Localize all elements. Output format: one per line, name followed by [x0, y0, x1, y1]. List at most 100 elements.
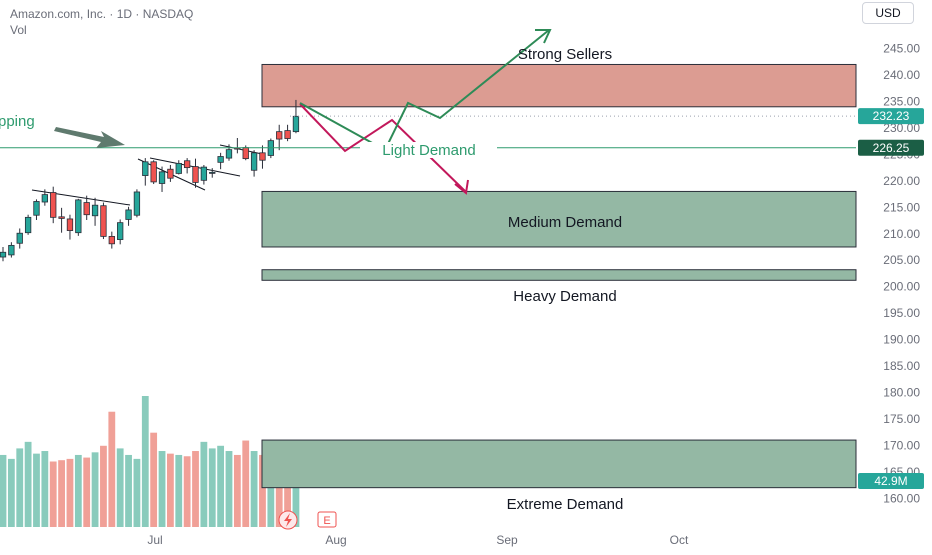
volume-bar: [275, 464, 283, 527]
symbol-title: Amazon.com, Inc. · 1D · NASDAQ: [10, 7, 194, 21]
candle-body: [8, 244, 15, 256]
candles: [0, 99, 300, 262]
price-tick-label: 220.00: [883, 174, 920, 188]
price-tick-label: 180.00: [883, 385, 920, 399]
price-tick-label: 175.00: [883, 412, 920, 426]
price-tick-label: 195.00: [883, 306, 920, 320]
volume-bar: [141, 396, 149, 527]
volume-bar: [284, 471, 291, 527]
volume-bar: [200, 441, 208, 527]
volume-bar: [108, 411, 116, 527]
candle-body: [117, 222, 124, 240]
zone-labels: Strong Sellers Medium Demand Heavy Demand E…: [0, 46, 623, 513]
candle-body: [167, 168, 174, 179]
zone-sellers-box: [261, 63, 857, 108]
candle-body: [276, 131, 283, 140]
price-tick-label: 215.00: [883, 200, 920, 214]
zone-label: Medium Demand: [508, 214, 622, 231]
volume-bar: [66, 458, 74, 527]
event-markers[interactable]: E: [278, 510, 337, 530]
volume-bar: [0, 454, 7, 527]
price-badge: 232.23: [873, 109, 910, 123]
candle-body: [0, 251, 7, 258]
candle-body: [225, 149, 233, 159]
volume-bar: [49, 461, 57, 527]
candle-body: [75, 199, 82, 234]
volume-bar: [150, 432, 158, 527]
candle-body: [250, 152, 258, 171]
zone-label: Extreme Demand: [507, 496, 624, 513]
volume-bar: [41, 451, 49, 527]
price-badge: 42.9M: [874, 474, 907, 488]
price-tick-label: 240.00: [883, 68, 920, 82]
candle-body: [58, 216, 65, 219]
volume-bar: [125, 454, 132, 527]
trend-line: [31, 189, 131, 206]
candle-body: [150, 161, 157, 183]
price-badge-bg: [858, 473, 924, 489]
volume-bar: [116, 448, 124, 527]
candle-body: [66, 218, 74, 231]
currency-button[interactable]: USD: [862, 2, 914, 24]
volume-bar: [24, 441, 32, 527]
candle-body: [33, 201, 40, 216]
candle-body: [83, 202, 90, 216]
candle-body: [158, 171, 166, 184]
candle-body: [217, 156, 224, 163]
volume-bar: [133, 458, 141, 527]
time-tick-label: Oct: [670, 533, 689, 547]
bullish-arrowhead: [535, 29, 552, 44]
price-tick-label: 200.00: [883, 280, 920, 294]
earnings-marker-label: E: [323, 515, 330, 527]
bearish-arrowhead: [454, 179, 469, 195]
volume-bar: [7, 458, 15, 527]
zone-demand-box: [261, 190, 857, 248]
zone-demand-box: [261, 269, 857, 281]
candle-body: [133, 191, 141, 216]
price-badge-bg: [858, 108, 924, 125]
candle-body: [175, 162, 182, 174]
price-tick-label: 170.00: [883, 438, 920, 452]
candle-body: [183, 160, 191, 169]
time-tick-label: Sep: [496, 533, 518, 547]
price-tick-label: 235.00: [883, 95, 920, 109]
candle-body: [125, 209, 132, 220]
candle-body: [100, 205, 107, 237]
volume-bar: [208, 448, 216, 527]
volume-bar: [250, 451, 258, 527]
candle-body: [108, 235, 115, 245]
callout-arrow: [54, 127, 125, 148]
candle-body: [142, 161, 149, 176]
levels: [0, 115, 856, 149]
zones: [261, 63, 857, 489]
volume-bar: [175, 454, 183, 527]
light-demand-label: Light Demand: [382, 142, 475, 159]
time-tick-label: Jul: [147, 533, 162, 547]
volume-bar: [158, 451, 166, 527]
volume-bar: [242, 440, 250, 527]
zone-demand-box: [261, 439, 857, 489]
candle-body: [24, 216, 32, 234]
zone-label: Heavy Demand: [513, 288, 616, 305]
candle-body: [192, 166, 199, 183]
candle-body: [50, 192, 57, 218]
time-tick-label: Aug: [325, 533, 346, 547]
candle-body: [41, 194, 48, 203]
price-tick-label: 190.00: [883, 333, 920, 347]
earnings-marker[interactable]: [317, 511, 337, 528]
zone-label: Strong Sellers: [518, 46, 612, 63]
volume-bars: [0, 396, 300, 527]
volume-bar: [167, 453, 174, 527]
price-tick-label: 160.00: [883, 491, 920, 505]
candle-body: [284, 130, 291, 139]
label-bg: [362, 142, 496, 158]
volume-bar: [83, 457, 91, 527]
volume-bar: [225, 451, 233, 527]
volume-bar: [192, 451, 199, 527]
volume-bar: [233, 454, 241, 527]
clipped-annotation: pping: [0, 113, 35, 130]
price-tick-label: 185.00: [883, 359, 920, 373]
candle-body: [292, 115, 300, 133]
